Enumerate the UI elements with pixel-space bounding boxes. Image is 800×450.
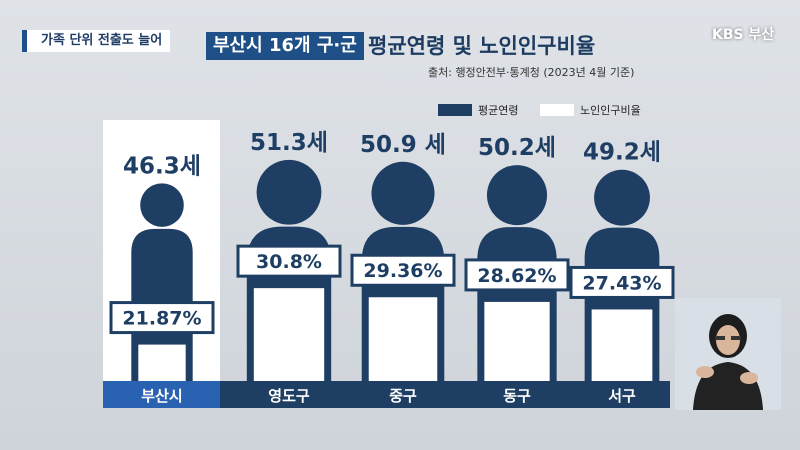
ratio-label-box: [350, 253, 456, 287]
ratio-bar: [138, 344, 186, 381]
ratio-bar: [591, 309, 653, 381]
age-value-label: 50.2세: [478, 135, 556, 161]
ratio-bar: [253, 288, 325, 381]
ratio-value-label: 28.62%: [477, 265, 556, 287]
ratio-bar: [368, 297, 438, 381]
broadcaster-logo: KBS 부산: [712, 27, 775, 43]
category-tick-label: 부산시: [141, 387, 182, 405]
category-tick-label: 영도구: [268, 387, 310, 405]
interpreter-figure-icon: [675, 298, 781, 410]
legend-label-ratio: 노인인구비율: [580, 104, 641, 117]
age-bar-head: [594, 169, 650, 226]
ratio-bar: [484, 301, 550, 381]
legend-swatch-age: [438, 104, 472, 116]
age-bar-head: [486, 165, 548, 226]
headline-tag: 가족 단위 전출도 늘어: [22, 30, 171, 52]
ratio-label-box: [236, 244, 342, 278]
age-bar-head: [256, 159, 322, 225]
sign-language-interpreter: [675, 298, 781, 410]
ratio-value-label: 29.36%: [363, 260, 442, 282]
legend-label-age: 평균연령: [478, 104, 519, 117]
category-tick-label: 동구: [503, 387, 531, 405]
highlight-axis-segment: [103, 381, 220, 408]
ratio-label-box: [569, 265, 675, 299]
age-value-label: 51.3세: [250, 130, 328, 156]
chart-title: 평균연령 및 노인인구비율: [368, 34, 596, 58]
category-tick-label: 중구: [389, 387, 417, 405]
legend-swatch-ratio: [540, 104, 574, 116]
ratio-label-box: [464, 258, 570, 292]
age-bar-head: [371, 161, 435, 225]
category-tick-label: 서구: [608, 387, 636, 405]
age-value-label: 46.3세: [123, 153, 201, 179]
age-value-label: 50.9 세: [360, 132, 446, 158]
ratio-label-box: [109, 301, 215, 335]
ratio-value-label: 21.87%: [122, 308, 201, 330]
chart-title-region: 부산시 16개 구·군: [206, 32, 364, 60]
age-value-label: 49.2세: [583, 140, 661, 166]
ratio-value-label: 30.8%: [256, 251, 322, 273]
age-bar-head: [140, 183, 184, 227]
source-note: 출처: 행정안전부·통계청 (2023년 4월 기준): [428, 66, 635, 79]
ratio-value-label: 27.43%: [582, 272, 661, 294]
